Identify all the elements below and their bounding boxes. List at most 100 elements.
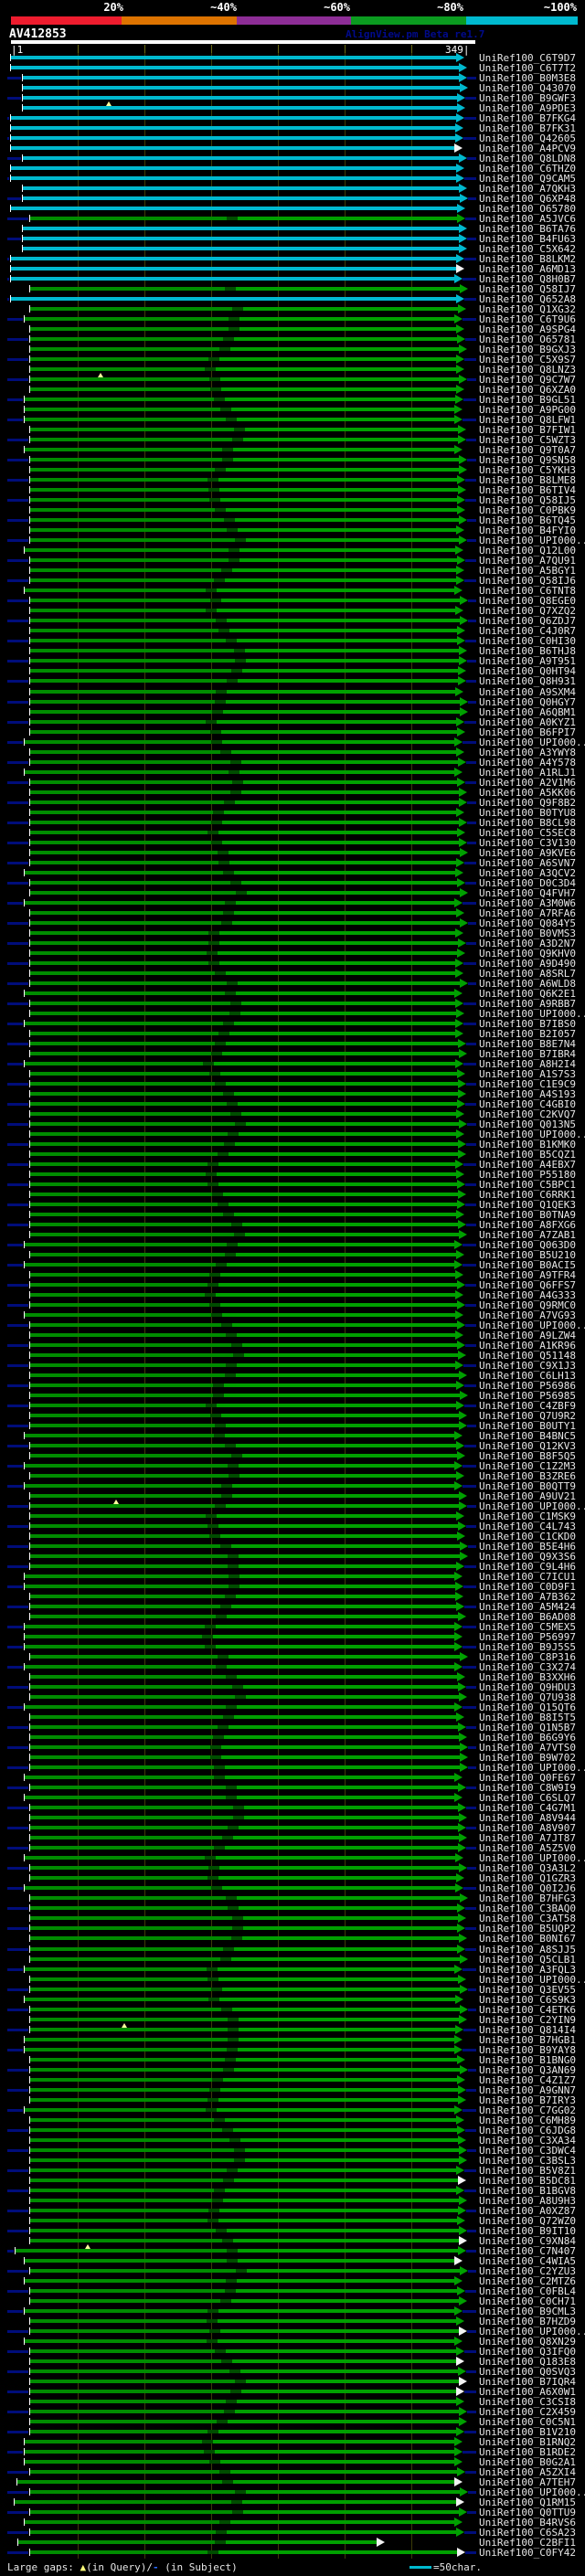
hit-bar[interactable]	[23, 196, 460, 200]
hit-label[interactable]: UniRef100_C6SA23	[479, 2527, 576, 2539]
hit-label[interactable]: UniRef100_C6JDG8	[479, 2125, 576, 2136]
hit-label[interactable]: UniRef100_A4G333	[479, 1289, 576, 1301]
hit-label[interactable]: UniRef100_B0UTY1	[479, 1420, 576, 1432]
hit-label[interactable]: UniRef100_A1RLJ1	[479, 767, 576, 779]
hit-label[interactable]: UniRef100_Q9T0A7	[479, 444, 576, 456]
hit-label[interactable]: UniRef100_Q42605	[479, 133, 576, 144]
hit-label[interactable]: UniRef100_A1S7S3	[479, 1068, 576, 1080]
hit-bar[interactable]	[23, 106, 457, 110]
hit-label[interactable]: UniRef100_B1RNQ2	[479, 2436, 576, 2448]
hit-label[interactable]: UniRef100_Q6K2E1	[479, 988, 576, 1000]
hit-label[interactable]: UniRef100_B9IT10	[479, 2225, 576, 2237]
hit-label[interactable]: UniRef100_A7ZAB1	[479, 1229, 576, 1241]
hit-label[interactable]: UniRef100_C7GG02	[479, 2104, 576, 2116]
hit-label[interactable]: UniRef100_Q1N5B7	[479, 1722, 576, 1733]
hit-label[interactable]: UniRef100_Q9F8B2	[479, 797, 576, 809]
hit-label[interactable]: UniRef100_A9KVE6	[479, 847, 576, 859]
hit-label[interactable]: UniRef100_A9T951	[479, 655, 576, 667]
hit-label[interactable]: UniRef100_UPI000..	[479, 1500, 585, 1512]
hit-label[interactable]: UniRef100_UPI000..	[479, 535, 585, 546]
hit-label[interactable]: UniRef100_Q0I2J6	[479, 1882, 576, 1894]
hit-label[interactable]: UniRef100_A5BGY1	[479, 565, 576, 577]
hit-label[interactable]: UniRef100_B0ACI5	[479, 1259, 576, 1271]
hit-label[interactable]: UniRef100_C7N407	[479, 2245, 576, 2257]
hit-label[interactable]: UniRef100_C4ZBF9	[479, 1400, 576, 1412]
hit-label[interactable]: UniRef100_O65781	[479, 334, 576, 345]
hit-label[interactable]: UniRef100_A9RBB7	[479, 998, 576, 1010]
hit-label[interactable]: UniRef100_C6RRK1	[479, 1189, 576, 1201]
hit-label[interactable]: UniRef100_Q7U9R2	[479, 1410, 576, 1422]
hit-label[interactable]: UniRef100_C3BSL3	[479, 2155, 576, 2167]
hit-label[interactable]: UniRef100_A0KYZ1	[479, 716, 576, 728]
hit-label[interactable]: UniRef100_A4Y578	[479, 757, 576, 769]
hit-label[interactable]: UniRef100_P56997	[479, 1631, 576, 1643]
hit-label[interactable]: UniRef100_C0D9F1	[479, 1581, 576, 1593]
hit-label[interactable]: UniRef100_A3FQL3	[479, 1964, 576, 1976]
hit-label[interactable]: UniRef100_Q6FFS7	[479, 1279, 576, 1291]
hit-label[interactable]: UniRef100_A9PG00	[479, 404, 576, 416]
hit-label[interactable]: UniRef100_Q8XN29	[479, 2336, 576, 2348]
hit-label[interactable]: UniRef100_C6TNT8	[479, 585, 576, 597]
hit-label[interactable]: UniRef100_A7B362	[479, 1591, 576, 1603]
hit-label[interactable]: UniRef100_B9GL51	[479, 394, 576, 406]
hit-label[interactable]: UniRef100_A6X0W1	[479, 2386, 576, 2398]
hit-label[interactable]: UniRef100_C1MSK9	[479, 1511, 576, 1522]
hit-label[interactable]: UniRef100_Q9HDU3	[479, 1681, 576, 1693]
hit-label[interactable]: UniRef100_B7HZD9	[479, 2316, 576, 2327]
hit-label[interactable]: UniRef100_A3M0W6	[479, 897, 576, 909]
hit-label[interactable]: UniRef100_C3BAQ0	[479, 1903, 576, 1914]
hit-label[interactable]: UniRef100_UPI000..	[479, 1129, 585, 1140]
hit-label[interactable]: UniRef100_C8P316	[479, 1651, 576, 1663]
hit-label[interactable]: UniRef100_C3CSI8	[479, 2396, 576, 2408]
hit-label[interactable]: UniRef100_C6T9D7	[479, 52, 576, 64]
hit-label[interactable]: UniRef100_C9X1J3	[479, 1360, 576, 1372]
hit-label[interactable]: UniRef100_A1KR96	[479, 1340, 576, 1352]
hit-label[interactable]: UniRef100_P55180	[479, 1169, 576, 1181]
hit-label[interactable]: UniRef100_Q183E8	[479, 2356, 576, 2368]
hit-label[interactable]: UniRef100_C6T7T2	[479, 62, 576, 74]
hit-label[interactable]: UniRef100_Q0SVQ3	[479, 2366, 576, 2378]
hit-label[interactable]: UniRef100_A9UV21	[479, 1490, 576, 1502]
hit-label[interactable]: UniRef100_D0C3D4	[479, 877, 576, 889]
hit-label[interactable]: UniRef100_B0TNA9	[479, 1209, 576, 1221]
hit-label[interactable]: UniRef100_Q12L00	[479, 545, 576, 557]
hit-label[interactable]: UniRef100_A5JVC6	[479, 213, 576, 225]
hit-label[interactable]: UniRef100_Q9RMC0	[479, 1299, 576, 1311]
hit-label[interactable]: UniRef100_C4J0R7	[479, 625, 576, 637]
hit-label[interactable]: UniRef100_B1RDE2	[479, 2446, 576, 2458]
hit-label[interactable]: UniRef100_Q1XG32	[479, 303, 576, 315]
hit-bar[interactable]	[11, 116, 456, 120]
hit-label[interactable]: UniRef100_B4FYI0	[479, 525, 576, 536]
hit-label[interactable]: UniRef100_B7FK31	[479, 122, 576, 134]
hit-label[interactable]: UniRef100_C0CH71	[479, 2295, 576, 2307]
hit-label[interactable]: UniRef100_C8W9I9	[479, 1782, 576, 1794]
hit-bar[interactable]	[11, 146, 454, 150]
hit-label[interactable]: UniRef100_Q43070	[479, 82, 576, 94]
hit-bar[interactable]	[23, 247, 459, 250]
hit-label[interactable]: UniRef100_Q15QT6	[479, 1701, 576, 1713]
hit-label[interactable]: UniRef100_Q7U938	[479, 1691, 576, 1703]
hit-label[interactable]: UniRef100_B5V8Z1	[479, 2165, 576, 2177]
hit-label[interactable]: UniRef100_A4S193	[479, 1088, 576, 1100]
hit-label[interactable]: UniRef100_Q8LNZ3	[479, 364, 576, 376]
hit-bar[interactable]	[23, 156, 459, 160]
hit-label[interactable]: UniRef100_C5YKH3	[479, 464, 576, 476]
hit-bar[interactable]	[11, 297, 456, 301]
hit-label[interactable]: UniRef100_B0VMS3	[479, 928, 576, 939]
hit-label[interactable]: UniRef100_B6THJ8	[479, 645, 576, 657]
hit-bar[interactable]	[18, 2540, 377, 2544]
hit-label[interactable]: UniRef100_C0FY42	[479, 2547, 576, 2559]
hit-label[interactable]: UniRef100_A9D490	[479, 958, 576, 970]
hit-label[interactable]: UniRef100_Q9SN58	[479, 454, 576, 466]
hit-bar[interactable]	[11, 267, 456, 270]
hit-label[interactable]: UniRef100_B3XXH6	[479, 1671, 576, 1683]
hit-label[interactable]: UniRef100_A6QBM1	[479, 706, 576, 718]
hit-label[interactable]: UniRef100_Q3EV55	[479, 1984, 576, 1996]
hit-label[interactable]: UniRef100_B5E4H6	[479, 1541, 576, 1553]
hit-label[interactable]: UniRef100_A8SJJ5	[479, 1944, 576, 1956]
hit-label[interactable]: UniRef100_B7IQR4	[479, 2376, 576, 2388]
hit-label[interactable]: UniRef100_C2MTZ6	[479, 2275, 576, 2287]
hit-label[interactable]: UniRef100_A5Z5V0	[479, 1842, 576, 1854]
hit-label[interactable]: UniRef100_C4GBI0	[479, 1098, 576, 1110]
hit-label[interactable]: UniRef100_A9PDE3	[479, 102, 576, 114]
